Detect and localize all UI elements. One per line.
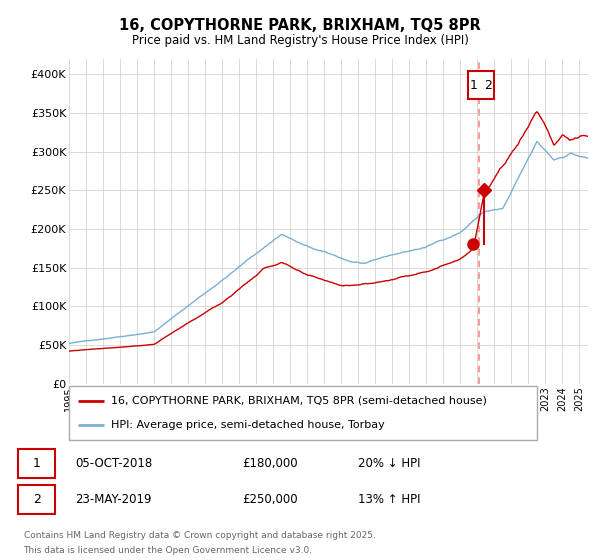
Text: 16, COPYTHORNE PARK, BRIXHAM, TQ5 8PR (semi-detached house): 16, COPYTHORNE PARK, BRIXHAM, TQ5 8PR (s…	[111, 396, 487, 406]
FancyBboxPatch shape	[468, 71, 494, 99]
Text: HPI: Average price, semi-detached house, Torbay: HPI: Average price, semi-detached house,…	[111, 420, 385, 430]
Text: 16, COPYTHORNE PARK, BRIXHAM, TQ5 8PR: 16, COPYTHORNE PARK, BRIXHAM, TQ5 8PR	[119, 18, 481, 34]
Text: £180,000: £180,000	[242, 457, 298, 470]
Text: Price paid vs. HM Land Registry's House Price Index (HPI): Price paid vs. HM Land Registry's House …	[131, 34, 469, 46]
Text: 13% ↑ HPI: 13% ↑ HPI	[358, 493, 420, 506]
Text: 1: 1	[33, 457, 41, 470]
Text: Contains HM Land Registry data © Crown copyright and database right 2025.: Contains HM Land Registry data © Crown c…	[23, 531, 376, 540]
Text: This data is licensed under the Open Government Licence v3.0.: This data is licensed under the Open Gov…	[23, 546, 313, 555]
FancyBboxPatch shape	[69, 386, 537, 440]
Text: 23-MAY-2019: 23-MAY-2019	[76, 493, 152, 506]
Text: 1: 1	[470, 78, 478, 92]
FancyBboxPatch shape	[18, 449, 55, 478]
Text: 2: 2	[33, 493, 41, 506]
Text: 2: 2	[484, 78, 491, 92]
Text: 20% ↓ HPI: 20% ↓ HPI	[358, 457, 420, 470]
FancyBboxPatch shape	[18, 486, 55, 514]
Text: 05-OCT-2018: 05-OCT-2018	[76, 457, 152, 470]
Text: £250,000: £250,000	[242, 493, 298, 506]
